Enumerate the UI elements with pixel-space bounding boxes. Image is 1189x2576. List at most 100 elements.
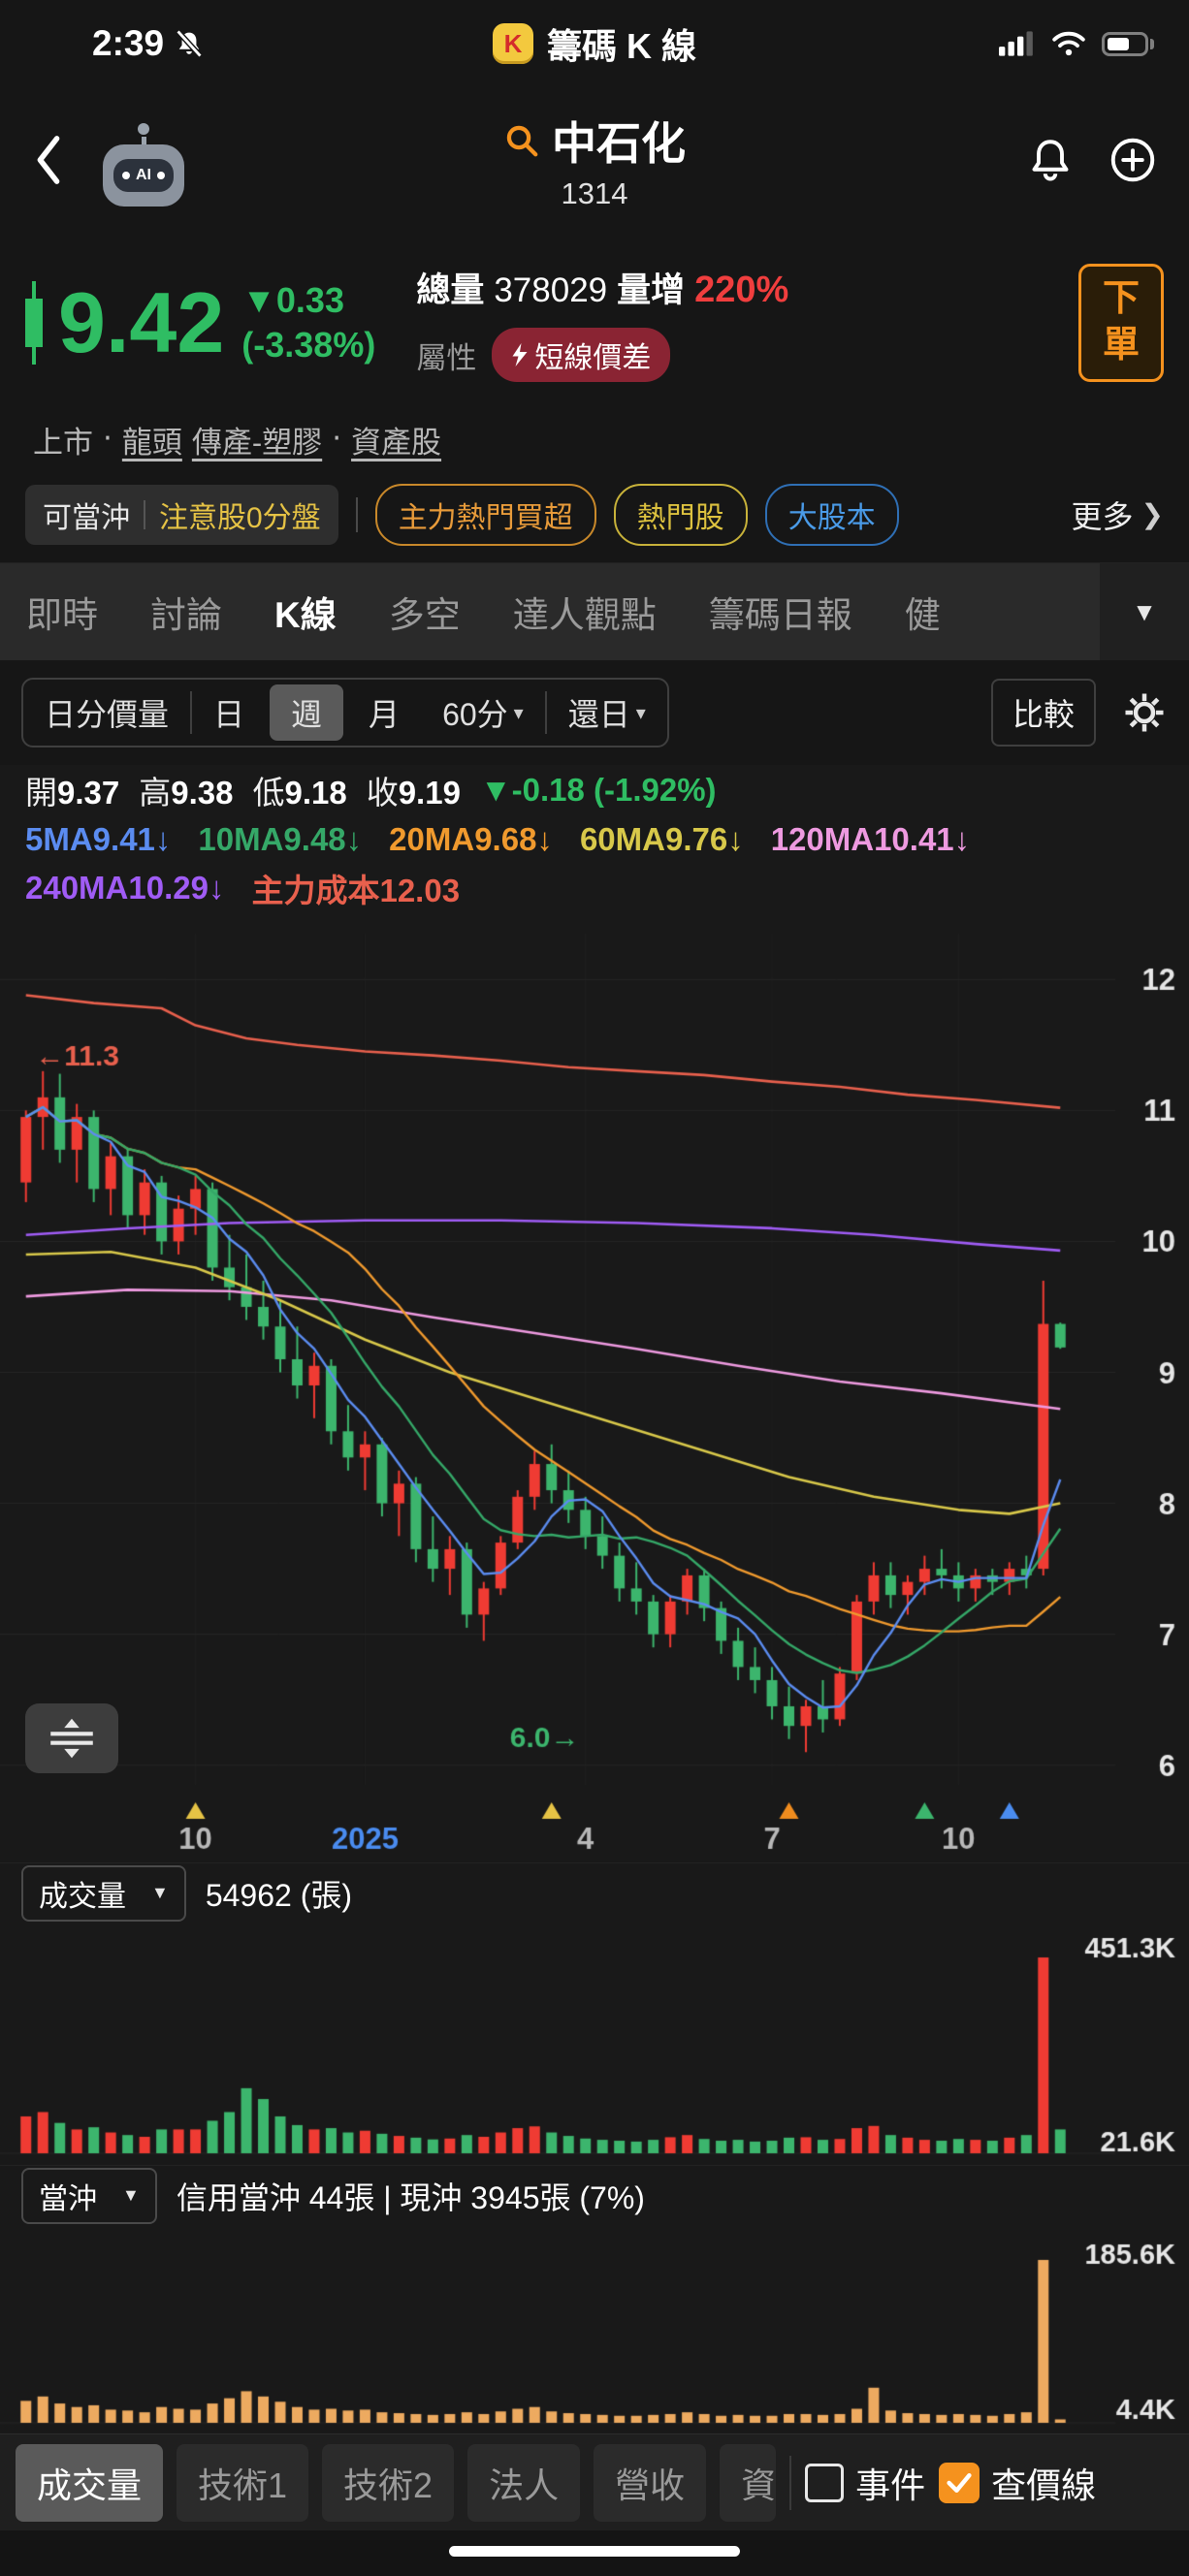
tab-long-short[interactable]: 多空	[388, 595, 461, 635]
signal-icon	[999, 31, 1033, 56]
place-order-button[interactable]: 下單	[1078, 263, 1164, 382]
clock: 2:39	[92, 23, 165, 63]
search-icon	[506, 125, 538, 157]
home-strip	[0, 2530, 1189, 2576]
volume-value: 54962 (張)	[205, 1877, 353, 1913]
indicator-institutional-button[interactable]: 法人	[467, 2443, 581, 2522]
low-value: 9.18	[284, 775, 347, 811]
tag-separator: ‧	[332, 422, 342, 456]
volume-increase-label: 量增	[617, 271, 686, 309]
indicator-revenue-button[interactable]: 營收	[594, 2443, 707, 2522]
volume-pane-header: 成交量 ▼ 54962 (張)	[0, 1862, 1189, 1923]
tab-expert-views[interactable]: 達人觀點	[512, 595, 657, 635]
settings-button[interactable]	[1121, 689, 1168, 736]
main-price-chart[interactable]	[0, 912, 1189, 1862]
stock-search-area[interactable]: 中石化 1314	[503, 109, 686, 211]
tab-discussion[interactable]: 討論	[150, 595, 222, 635]
attribute-badge[interactable]: 短線價差	[492, 328, 671, 382]
daytrade-chart-pane	[0, 2225, 1189, 2433]
bell-icon[interactable]	[1028, 137, 1073, 183]
chevron-down-icon: ▾	[513, 702, 524, 724]
checkbox-checked-icon	[939, 2462, 980, 2503]
tag-industry-link[interactable]: 傳產-塑膠	[191, 425, 323, 460]
tag-separator: ‧	[103, 422, 112, 456]
period-day-price-volume[interactable]: 日分價量	[45, 697, 170, 732]
chart-toolbar: 日分價量 日 週 月 60分 ▾ 還日 ▾ 比較	[0, 660, 1189, 765]
total-volume-value: 378029	[494, 271, 608, 309]
period-restore[interactable]: 還日 ▾	[567, 697, 646, 732]
price-change-pct: (-3.38%)	[241, 324, 376, 365]
more-badges-button[interactable]: 更多 ❯	[1071, 498, 1164, 534]
daytrade-indicator-dropdown[interactable]: 當沖 ▼	[21, 2167, 157, 2224]
price-line-checkbox[interactable]: 查價線	[939, 2458, 1096, 2508]
ai-label: AI	[136, 167, 151, 183]
ai-assistant-icon[interactable]: AI	[97, 113, 190, 207]
volume-chart[interactable]	[0, 1923, 1189, 2165]
tab-health[interactable]: 健	[904, 595, 941, 635]
tag-market: 上市	[33, 425, 93, 460]
ma10-value: 10MA9.48↓	[198, 821, 363, 857]
period-week[interactable]: 週	[270, 684, 344, 741]
price-change: ▼0.33	[241, 279, 344, 320]
indicator-volume-button[interactable]: 成交量	[16, 2443, 164, 2522]
event-checkbox[interactable]: 事件	[805, 2458, 925, 2508]
badge-hot-stock[interactable]: 熱門股	[613, 483, 748, 546]
app-logo-icon: K	[492, 23, 533, 64]
tag-leader-link[interactable]: 龍頭	[121, 425, 182, 460]
chevron-right-icon: ❯	[1141, 499, 1164, 529]
badge-big-cap[interactable]: 大股本	[764, 483, 899, 546]
tag-asset-link[interactable]: 資產股	[351, 425, 442, 460]
indicator-margin-button[interactable]: 資	[720, 2443, 777, 2522]
total-volume-label: 總量	[416, 271, 485, 309]
home-indicator[interactable]	[449, 2546, 740, 2557]
stock-name: 中石化	[552, 118, 686, 169]
period-month[interactable]: 月	[369, 697, 401, 732]
ma20-value: 20MA9.68↓	[389, 821, 553, 857]
compare-button[interactable]: 比較	[990, 679, 1096, 747]
main-chart-pane	[0, 912, 1189, 1862]
indicator-tech2-button[interactable]: 技術2	[322, 2443, 455, 2522]
ma-row-1: 5MA9.41↓ 10MA9.48↓ 20MA9.68↓ 60MA9.76↓ 1…	[0, 815, 1189, 864]
ma-row-2: 240MA10.29↓ 主力成本12.03	[0, 864, 1189, 912]
tab-chip-daily[interactable]: 籌碼日報	[708, 595, 852, 635]
daytrade-chart[interactable]	[0, 2225, 1189, 2433]
attribute-label: 屬性	[416, 340, 477, 375]
current-price: 9.42	[58, 273, 225, 370]
gear-icon	[1125, 693, 1164, 732]
indicator-tech1-button[interactable]: 技術1	[177, 2443, 309, 2522]
volume-chart-pane	[0, 1923, 1189, 2165]
volume-indicator-dropdown[interactable]: 成交量 ▼	[21, 1864, 186, 1922]
ma60-value: 60MA9.76↓	[579, 821, 744, 857]
week-change: ▼-0.18 (-1.92%)	[479, 772, 717, 808]
chevron-down-icon: ▼	[151, 1883, 169, 1902]
tags-row: 上市 ‧ 龍頭 傳產-塑膠 ‧ 資產股	[0, 412, 1189, 466]
price-candle-icon	[25, 280, 43, 365]
tab-realtime[interactable]: 即時	[26, 595, 98, 635]
back-button[interactable]	[33, 134, 64, 186]
add-to-watchlist-icon[interactable]	[1109, 137, 1156, 183]
status-right	[999, 30, 1154, 57]
volume-increase-value: 220%	[694, 270, 789, 310]
period-day[interactable]: 日	[213, 697, 245, 732]
app-logo-letter: K	[503, 28, 523, 58]
period-selector: 日分價量 日 週 月 60分 ▾ 還日 ▾	[21, 678, 669, 747]
ohlc-row: 開9.37 高9.38 低9.18 收9.19 ▼-0.18 (-1.92%)	[0, 765, 1189, 815]
status-left: 2:39	[92, 23, 205, 64]
app-name: 籌碼 K 線	[546, 26, 696, 66]
chart-scale-adjust-button[interactable]	[25, 1703, 118, 1773]
divider	[355, 496, 358, 532]
checkbox-unchecked-icon	[805, 2463, 845, 2502]
chevron-down-icon: ▼	[122, 2185, 140, 2205]
scale-adjust-icon	[50, 1718, 93, 1759]
tab-overflow-button[interactable]: ▼	[1100, 563, 1189, 660]
lightning-icon	[512, 343, 528, 366]
badge-daytradeable[interactable]: 可當沖 注意股0分盤	[25, 484, 338, 545]
open-value: 9.37	[57, 775, 120, 811]
badge-main-force-hot-buy[interactable]: 主力熱門買超	[374, 483, 596, 546]
battery-icon	[1102, 31, 1154, 56]
ma240-value: 240MA10.29↓	[25, 870, 225, 906]
ma5-value: 5MA9.41↓	[25, 821, 172, 857]
period-60min[interactable]: 60分 ▾	[442, 697, 524, 732]
tab-kline[interactable]: K線	[274, 595, 337, 635]
